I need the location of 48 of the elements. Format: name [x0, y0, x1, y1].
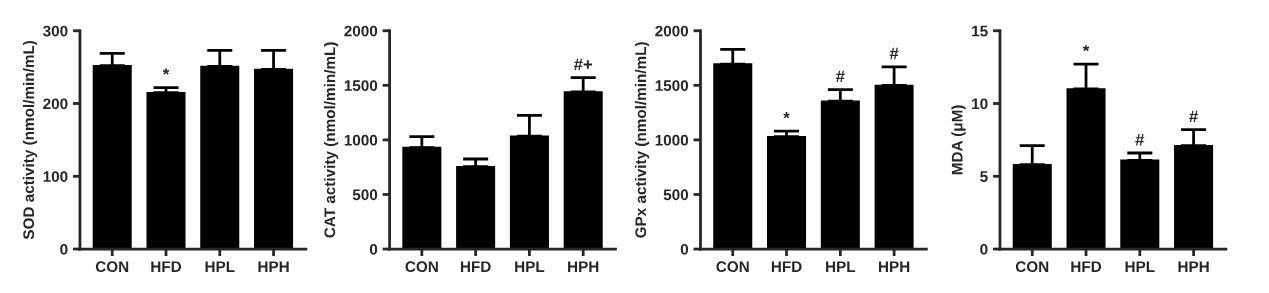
y-tick-label: 0	[60, 243, 68, 255]
y-tick-label: 1000	[655, 134, 689, 146]
y-tick-label: 10	[972, 98, 988, 110]
annotation: #	[889, 47, 899, 60]
y-tick-label: 500	[663, 189, 689, 201]
x-tick-label: HPH	[568, 261, 599, 272]
x-tick-label: HFD	[1071, 261, 1102, 272]
y-axis-title: CAT activity (nmol/min/mL)	[324, 42, 339, 238]
y-axis-title: SOD activity (nmol/min/mL)	[22, 40, 38, 240]
x-tick-label: HPH	[258, 261, 289, 272]
y-tick-label: 0	[980, 243, 988, 255]
x-tick-label: HPH	[1178, 261, 1209, 272]
y-tick-label: 1500	[344, 80, 378, 92]
annotation: *	[783, 112, 790, 119]
x-tick-label: HFD	[771, 261, 802, 272]
x-tick-label: CON	[1015, 261, 1049, 273]
y-tick-label: 15	[972, 25, 988, 37]
bar	[146, 91, 186, 250]
annotation: #	[835, 70, 845, 83]
y-tick-label: 300	[43, 25, 68, 37]
y-tick-label: 1500	[655, 80, 689, 92]
y-tick-label: 2000	[655, 25, 689, 37]
y-tick-label: 200	[43, 98, 68, 110]
y-tick-label: 5	[980, 171, 988, 182]
annotation: *	[162, 68, 170, 75]
y-axis-title: GPx activity (nmol/min/mL)	[634, 42, 650, 238]
annotation: #	[1135, 134, 1145, 146]
annotation: #	[1189, 110, 1198, 123]
x-tick-label: CON	[95, 261, 129, 273]
x-tick-label: HPL	[1125, 261, 1155, 272]
x-tick-label: CON	[405, 261, 438, 273]
y-tick-label: 0	[680, 243, 689, 255]
y-tick-label: 1000	[344, 134, 378, 146]
y-tick-label: 500	[352, 189, 378, 201]
x-tick-label: HFD	[460, 261, 491, 272]
x-tick-label: HPL	[205, 261, 235, 272]
x-tick-label: CON	[716, 261, 749, 273]
bar	[767, 135, 807, 250]
y-tick-label: 2000	[344, 25, 378, 37]
x-tick-label: HPL	[515, 261, 545, 272]
y-tick-label: 0	[369, 243, 378, 255]
x-tick-label: HPL	[826, 261, 856, 272]
y-axis-title: MDA (μM)	[951, 105, 966, 175]
annotation: #+	[573, 58, 593, 71]
x-tick-label: HFD	[151, 261, 182, 272]
x-tick-label: HPH	[878, 261, 910, 272]
annotation: *	[1082, 45, 1090, 52]
y-tick-label: 100	[43, 171, 68, 182]
